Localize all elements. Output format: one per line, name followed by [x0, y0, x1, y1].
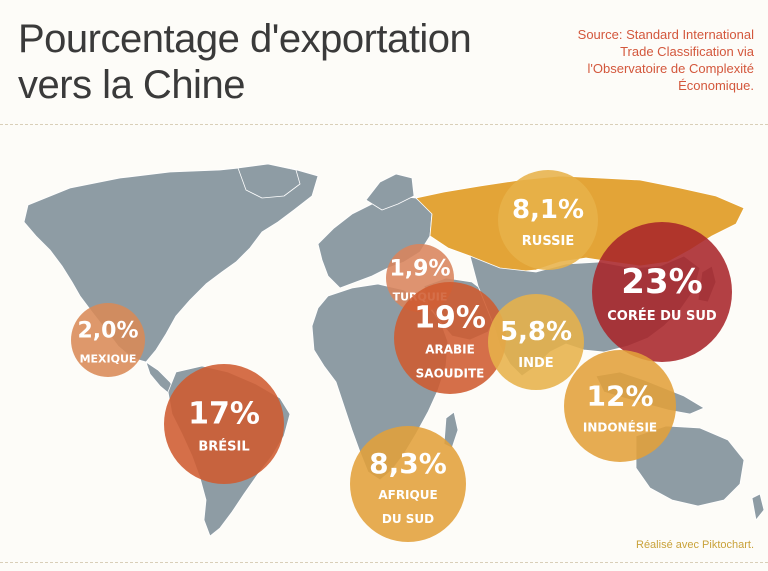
- bubble-mexique: 2,0% MEXIQUE: [71, 303, 145, 377]
- source-line-1: Source: Standard International: [577, 27, 754, 42]
- bubble-label-mexique: MEXIQUE: [80, 353, 137, 366]
- australia-shape: [635, 425, 745, 507]
- title-line-1: Pourcentage d'exportation: [18, 17, 472, 61]
- bubble-circle-indonesie: [564, 350, 676, 462]
- source-note: Source: Standard International Trade Cla…: [494, 26, 754, 94]
- bubble-circle-arabie-saoudite: [394, 282, 506, 394]
- bubble-label-afrique-du-sud: AFRIQUE: [378, 488, 437, 502]
- bubble-value-inde: 5,8%: [500, 317, 572, 347]
- bubble-circle-russie: [498, 170, 598, 270]
- page-title: Pourcentage d'exportation vers la Chine: [18, 16, 472, 108]
- bubble-afrique-du-sud: 8,3% AFRIQUE DU SUD: [350, 426, 466, 542]
- bubble-circle-mexique: [71, 303, 145, 377]
- new-zealand-shape: [751, 493, 765, 521]
- bubble-inde: 5,8% INDE: [488, 294, 584, 390]
- credit-text: Réalisé avec Piktochart.: [636, 539, 754, 551]
- bubble-label-bresil: BRÉSIL: [198, 439, 249, 455]
- bubble-value-turquie: 1,9%: [389, 257, 450, 282]
- bubble-value-bresil: 17%: [188, 397, 260, 432]
- bottom-divider: [0, 562, 768, 563]
- bubble-russie: 8,1% RUSSIE: [498, 170, 598, 270]
- bubble-value-coree-du-sud: 23%: [621, 262, 702, 302]
- bubble-label-coree-du-sud: CORÉE DU SUD: [607, 308, 717, 324]
- bubble-value-mexique: 2,0%: [77, 319, 138, 344]
- bubble-indonesie: 12% INDONÉSIE: [564, 350, 676, 462]
- top-divider: [0, 124, 768, 125]
- bubble-coree-du-sud: 23% CORÉE DU SUD: [592, 222, 732, 362]
- bubble-label-arabie-saoudite: SAOUDITE: [416, 367, 485, 381]
- bubble-value-arabie-saoudite: 19%: [414, 301, 486, 336]
- bubble-circle-inde: [488, 294, 584, 390]
- bubble-circle-bresil: [164, 364, 284, 484]
- title-line-2: vers la Chine: [18, 63, 245, 107]
- scandinavia-shape: [365, 173, 415, 211]
- bubble-label-indonesie: INDONÉSIE: [583, 419, 657, 434]
- bubble-circle-coree-du-sud: [592, 222, 732, 362]
- source-line-2: Trade Classification via: [620, 44, 754, 59]
- bubble-value-russie: 8,1%: [512, 195, 584, 225]
- source-line-3: l'Observatoire de Complexité: [587, 61, 755, 76]
- bubble-bresil: 17% BRÉSIL: [164, 364, 284, 484]
- bubble-circle-afrique-du-sud: [350, 426, 466, 542]
- greenland-shape: [237, 163, 301, 199]
- bubble-label-russie: RUSSIE: [522, 234, 574, 249]
- bubble-arabie-saoudite: 19% ARABIE SAOUDITE: [394, 282, 506, 394]
- bubble-label-afrique-du-sud: DU SUD: [382, 512, 434, 526]
- bubble-label-inde: INDE: [518, 356, 553, 371]
- country-bubbles: 2,0%MEXIQUE17%BRÉSIL1,9%TURQUIE19%ARABIE…: [71, 170, 732, 542]
- bubble-value-afrique-du-sud: 8,3%: [369, 447, 447, 480]
- source-line-4: Économique.: [678, 78, 754, 93]
- bubble-value-indonesie: 12%: [586, 379, 653, 412]
- bubble-label-arabie-saoudite: ARABIE: [425, 343, 475, 357]
